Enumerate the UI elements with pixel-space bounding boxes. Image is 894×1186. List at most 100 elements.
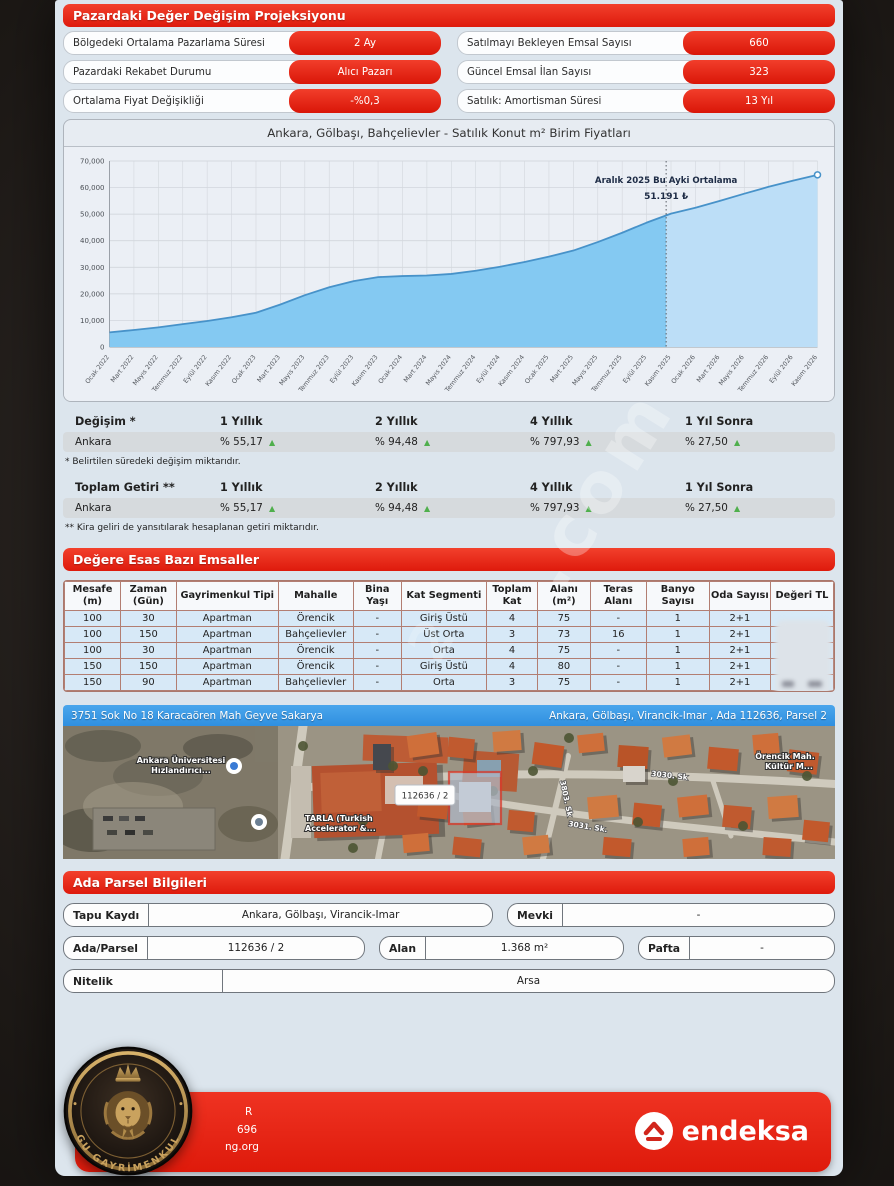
map-label-tarla: TARLA (Turkish (305, 814, 373, 823)
cell: Örencik (277, 610, 354, 628)
comparables-section: Değere Esas Bazı Emsaller Mesafe (m) Zama… (63, 548, 835, 693)
cell: 80 (536, 658, 591, 676)
cell: 100 (64, 642, 121, 660)
chart-annotation: Aralık 2025 Bu Ayki Ortalama (595, 176, 738, 186)
chart-end-marker (813, 171, 822, 179)
svg-text:Ocak 2022: Ocak 2022 (84, 353, 112, 385)
table-row: 100 30 Apartman Örencik - Orta 4 75-1 2+1 (64, 642, 834, 660)
cell: 150 (119, 658, 177, 676)
map-poi-icons (226, 758, 267, 831)
cell: 150 (64, 674, 121, 692)
parcel-info-section: Ada Parsel Bilgileri Tapu Kaydı Ankara, … (63, 871, 835, 994)
map-label-district: Örencik Mah. (755, 751, 815, 761)
svg-text:Mart 2024: Mart 2024 (402, 353, 429, 384)
stat-box: Ortalama Fiyat Değişikliği -%0,3 (63, 89, 441, 113)
lion-emblem-watermark: GU GAYRİMENKUL (63, 1046, 193, 1176)
svg-text:Eylül 2025: Eylül 2025 (621, 353, 648, 384)
cell-value: % 94,48 (375, 436, 418, 448)
cell: 2+1 (708, 610, 771, 628)
cell: 100 (64, 610, 121, 628)
svg-text:40,000: 40,000 (80, 237, 105, 245)
cell-value: % 797,93 (530, 502, 580, 514)
cell: Örencik (277, 658, 354, 676)
cell: 100 (64, 626, 121, 644)
svg-text:Eylül 2026: Eylül 2026 (768, 353, 795, 384)
change-table: Toplam Getiri ** 1 Yıllık 2 Yıllık 4 Yıllık… (63, 476, 835, 533)
cell: % 55,17 ▲ (220, 436, 375, 448)
column-header: 2 Yıllık (375, 414, 418, 428)
field-pafta: Pafta - (638, 936, 835, 961)
map-address-right: Ankara, Gölbaşı, Virancik-Imar , Ada 112… (549, 709, 827, 722)
column-header: 1 Yıl Sonra (685, 480, 754, 494)
change-table-title: Değişim * (75, 414, 136, 428)
section-title-market-projection: Pazardaki Değer Değişim Projeksiyonu (63, 4, 835, 27)
field-label: Alan (380, 937, 427, 960)
column-header: 1 Yıl Sonra (685, 414, 754, 428)
lion-face-icon (103, 1091, 153, 1140)
cell: % 94,48 ▲ (375, 436, 530, 448)
cell: 2+1 (708, 674, 771, 692)
endeksa-brand: endeksa (634, 1112, 809, 1150)
map-address-bar: 3751 Sok No 18 Karacaören Mah Geyve Saka… (63, 705, 835, 727)
field-nitelik: Nitelik Arsa (63, 969, 835, 994)
cell: Giriş Üstü (400, 658, 488, 676)
endeksa-wordmark: endeksa (681, 1115, 809, 1147)
cell: Apartman (175, 674, 279, 692)
footnote: * Belirtilen süredeki değişim miktarıdır… (65, 457, 241, 467)
cell-value: % 55,17 (220, 436, 263, 448)
change-table-header-row: Değişim * 1 Yıllık 2 Yıllık 4 Yıllık 1 Yıl S… (63, 410, 835, 432)
cell: 75 (536, 610, 591, 628)
stat-box: Pazardaki Rekabet Durumu Alıcı Pazarı (63, 60, 441, 84)
parcel-label: 112636 / 2 (402, 792, 449, 802)
field-value: 112636 / 2 (227, 942, 285, 955)
cell-value: % 55,17 (220, 502, 263, 514)
cell: 1 (645, 626, 710, 644)
field-alan: Alan 1.368 m² (379, 936, 624, 961)
map-university-complex (92, 735, 520, 851)
cell: Apartman (175, 626, 279, 644)
cell: 2+1 (708, 658, 771, 676)
change-tables: Değişim * 1 Yıllık 2 Yıllık 4 Yıllık 1 Yıl S… (63, 410, 835, 533)
cell: % 797,93 ▲ (530, 502, 685, 514)
field-label: Mevki (508, 904, 563, 927)
map-parcel: 112636 / 2 (394, 771, 503, 826)
cell: % 94,48 ▲ (375, 502, 530, 514)
stat-box: Bölgedeki Ortalama Pazarlama Süresi 2 Ay (63, 31, 441, 55)
svg-text:Ocak 2024: Ocak 2024 (377, 353, 405, 385)
column-header: 4 Yıllık (530, 414, 573, 428)
trend-up-icon: ▲ (733, 504, 741, 513)
comparables-column-header: Mahalle (277, 581, 354, 612)
cell: % 27,50 ▲ (685, 436, 823, 448)
svg-text:Mart 2026: Mart 2026 (695, 353, 722, 384)
field-value: Ankara, Gölbaşı, Virancik-Imar (241, 909, 400, 922)
svg-text:Eylül 2022: Eylül 2022 (182, 353, 209, 384)
cell: % 797,93 ▲ (530, 436, 685, 448)
svg-text:Eylül 2024: Eylül 2024 (475, 353, 502, 384)
endeksa-logo-icon (634, 1112, 673, 1150)
cell: Apartman (175, 642, 279, 660)
cell: Apartman (175, 610, 279, 628)
contact-line: R (245, 1106, 253, 1118)
parcel-label-box (394, 784, 456, 806)
cell: - (589, 658, 647, 676)
stat-box: Güncel Emsal İlan Sayısı 323 (457, 60, 835, 84)
satellite-map: 112636 / 2 Ankara Üniversitesi Hızlandır… (63, 726, 835, 860)
column-header: 4 Yıllık (530, 480, 573, 494)
stat-label: Satılık: Amortisman Süresi (467, 95, 602, 107)
price-chart-panel: Ankara, Gölbaşı, Bahçelievler - Satılık … (63, 119, 835, 402)
cell: - (589, 674, 647, 692)
trend-up-icon: ▲ (423, 438, 431, 447)
section-title-comparables: Değere Esas Bazı Emsaller (63, 548, 835, 571)
cell: 1 (645, 658, 710, 676)
field-label: Pafta (639, 937, 691, 960)
cell: 3 (486, 674, 538, 692)
column-header: 2 Yıllık (375, 480, 418, 494)
comparables-column-header: Toplam Kat (486, 581, 538, 612)
svg-text:70,000: 70,000 (80, 158, 105, 166)
stat-label: Pazardaki Rekabet Durumu (73, 66, 212, 78)
map-label-university: Ankara Üniversitesi (137, 755, 226, 765)
table-row: Ankara % 55,17 ▲ % 94,48 ▲ % 797,93 ▲ % 27,50 ▲ (63, 498, 835, 518)
chart-title: Ankara, Gölbaşı, Bahçelievler - Satılık … (64, 120, 834, 147)
cell-value: % 27,50 (685, 502, 728, 514)
svg-text:Mart 2022: Mart 2022 (109, 353, 136, 384)
